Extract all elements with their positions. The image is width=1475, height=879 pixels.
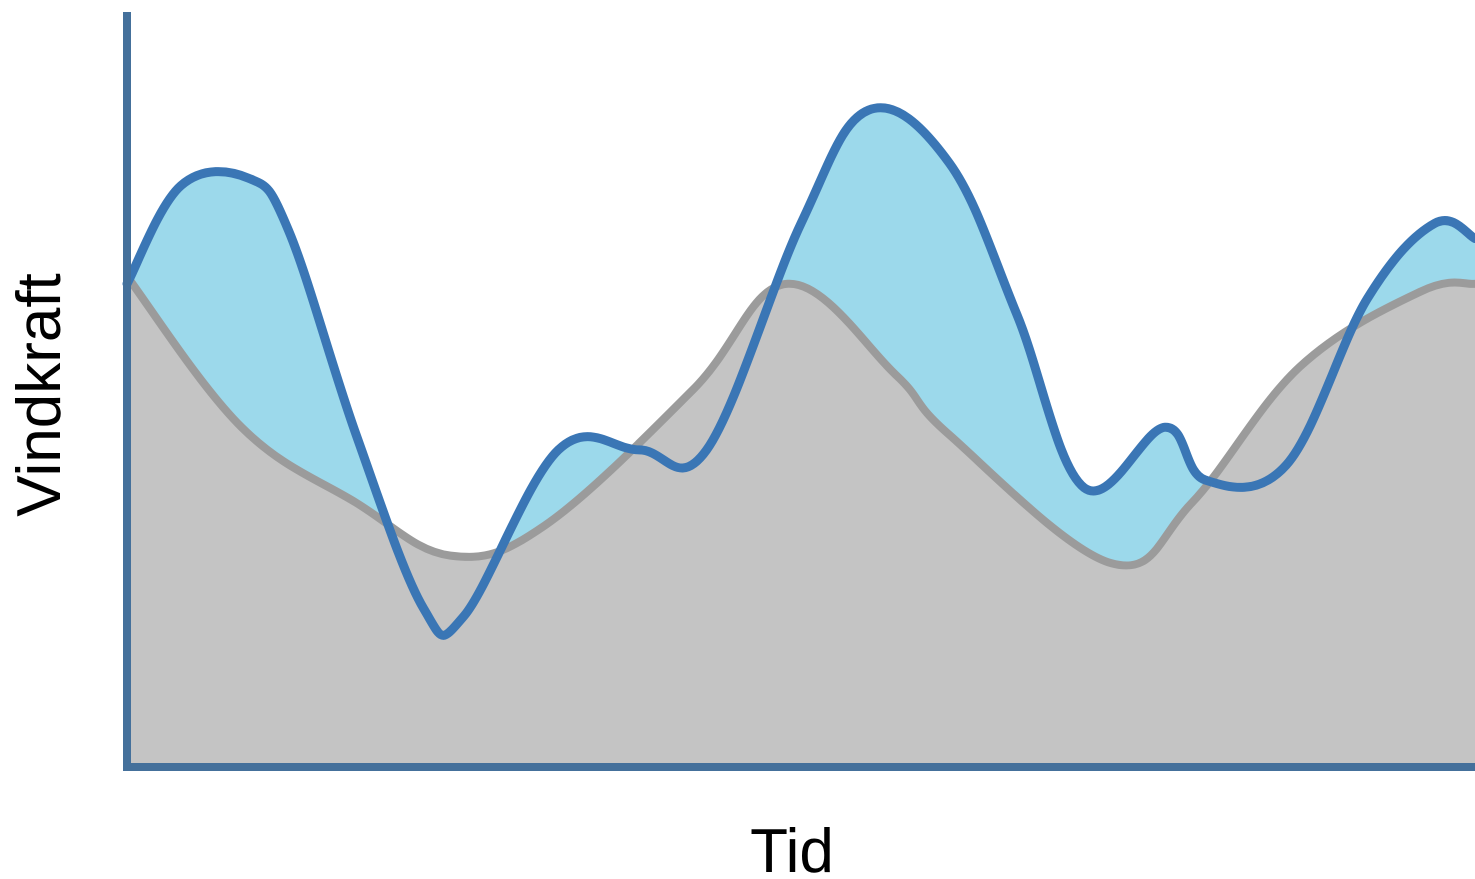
baseline-area — [127, 276, 1475, 767]
y-axis-label: Vindkraft — [5, 273, 74, 517]
x-axis-label: Tid — [750, 817, 834, 879]
actual-wind-power-line — [122, 103, 1475, 640]
baseline-line — [123, 272, 1475, 570]
